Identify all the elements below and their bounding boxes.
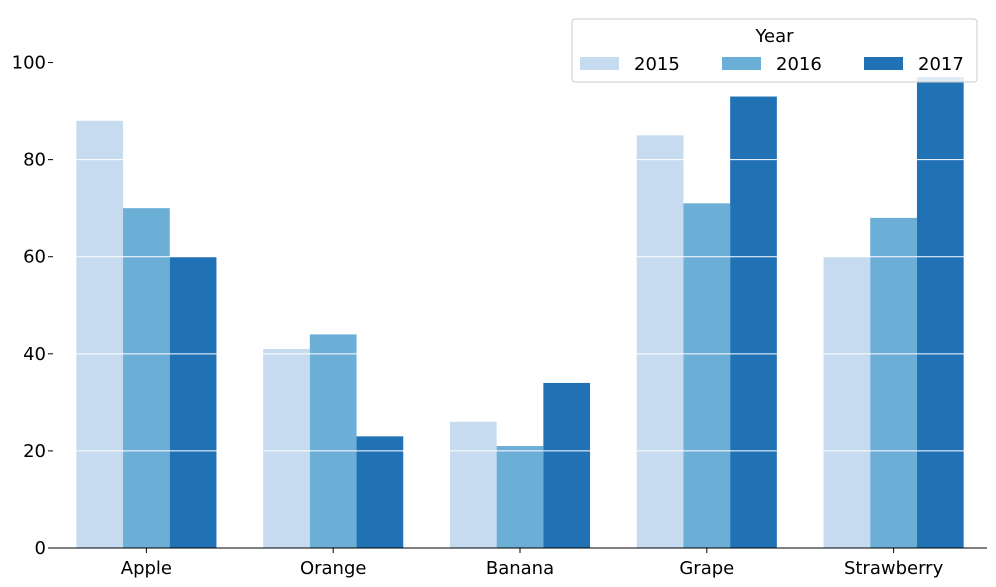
bar-strawberry-2016	[870, 217, 917, 548]
y-tick-label-60: 60	[23, 247, 46, 268]
bar-apple-2015	[76, 120, 124, 549]
bar-grape-2017	[730, 96, 777, 548]
y-tick-label-20: 20	[23, 441, 46, 462]
grid-layer	[53, 62, 987, 452]
bar-strawberry-2017	[916, 77, 964, 548]
bar-grape-2015	[636, 135, 684, 548]
bar-orange-2016	[309, 334, 357, 548]
y-tick-label-80: 80	[23, 150, 46, 171]
x-tick-label-orange: Orange	[300, 558, 367, 579]
legend-swatch-2017	[864, 57, 903, 70]
legend-label-2017: 2017	[918, 54, 964, 75]
y-tick-label-0: 0	[35, 538, 46, 559]
x-tick-label-banana: Banana	[486, 558, 554, 579]
bar-apple-2016	[123, 208, 170, 548]
bar-banana-2015	[449, 421, 497, 548]
bar-banana-2016	[496, 446, 544, 548]
x-tick-label-apple: Apple	[121, 558, 172, 579]
y-tick-label-40: 40	[23, 344, 46, 365]
bars-layer	[76, 77, 964, 549]
bar-orange-2017	[356, 436, 404, 548]
legend-swatch-2015	[580, 57, 619, 70]
bar-grape-2016	[683, 203, 731, 548]
x-tick-label-grape: Grape	[679, 558, 734, 579]
legend-label-2016: 2016	[776, 54, 822, 75]
legend-items: 2015 2016 2017	[580, 54, 964, 75]
x-tick-label-strawberry: Strawberry	[844, 558, 944, 579]
bar-banana-2017	[543, 382, 591, 548]
y-tick-label-100: 100	[12, 53, 46, 74]
bar-apple-2017	[169, 256, 217, 548]
x-axis-ticks: Apple Orange Banana Grape Strawberry	[121, 548, 944, 579]
legend-swatch-2016	[722, 57, 761, 70]
legend-title: Year	[754, 26, 794, 47]
bar-orange-2015	[263, 348, 310, 548]
bar-strawberry-2015	[823, 256, 871, 548]
legend-label-2015: 2015	[634, 54, 680, 75]
y-axis-ticks: 0 20 40 60 80 100	[12, 53, 53, 559]
legend: Year 2015 2016 2017	[571, 18, 978, 83]
